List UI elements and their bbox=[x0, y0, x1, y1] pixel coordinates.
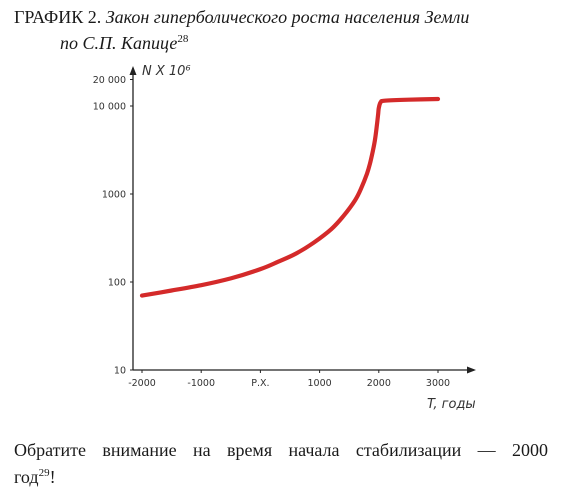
paragraph-line2: год29! bbox=[14, 467, 56, 488]
y-tick-label: 10 bbox=[114, 366, 126, 377]
x-tick-label: -1000 bbox=[187, 378, 215, 389]
chart-axes bbox=[129, 66, 476, 374]
y-axis-label: N X 10⁶ bbox=[142, 64, 191, 79]
paragraph-footnote: 29 bbox=[38, 467, 50, 479]
chart-ticks: 10 100 1000 10 000 20 000 -2000 -1000 Р.Х. 1000 2… bbox=[93, 75, 450, 389]
caption-footnote: 28 bbox=[177, 33, 189, 45]
chart-caption-line1: ГРАФИК 2. Закон гиперболического роста н… bbox=[14, 7, 469, 28]
chart-series bbox=[139, 96, 441, 298]
x-tick-label: -2000 bbox=[128, 378, 156, 389]
y-tick-label: 20 000 bbox=[93, 75, 126, 86]
caption-prefix: ГРАФИК 2. bbox=[14, 7, 102, 27]
population-growth-chart: 10 100 1000 10 000 20 000 -2000 -1000 Р.Х. 1000 2… bbox=[93, 64, 476, 412]
x-tick-label: 1000 bbox=[308, 378, 332, 389]
paragraph-line1: Обратите внимание на время начала стабил… bbox=[14, 440, 548, 460]
caption-title-line2: по С.П. Капице bbox=[60, 33, 178, 53]
y-tick-label: 1000 bbox=[102, 190, 126, 201]
y-tick-label: 10 000 bbox=[93, 102, 126, 113]
x-axis-arrow bbox=[467, 366, 476, 374]
y-tick-label: 100 bbox=[108, 278, 126, 289]
chart-caption-line2: по С.П. Капице28 bbox=[60, 33, 188, 54]
x-tick-label: Р.Х. bbox=[251, 378, 269, 389]
population-series-line bbox=[139, 96, 441, 298]
paragraph-end: ! bbox=[49, 467, 56, 487]
x-tick-label: 2000 bbox=[367, 378, 391, 389]
caption-title-line1: Закон гиперболического роста населения З… bbox=[105, 7, 470, 27]
paragraph-word: год bbox=[14, 467, 39, 487]
y-axis-arrow bbox=[129, 66, 137, 75]
x-axis-label: T, годы bbox=[427, 397, 476, 412]
x-tick-label: 3000 bbox=[426, 378, 450, 389]
